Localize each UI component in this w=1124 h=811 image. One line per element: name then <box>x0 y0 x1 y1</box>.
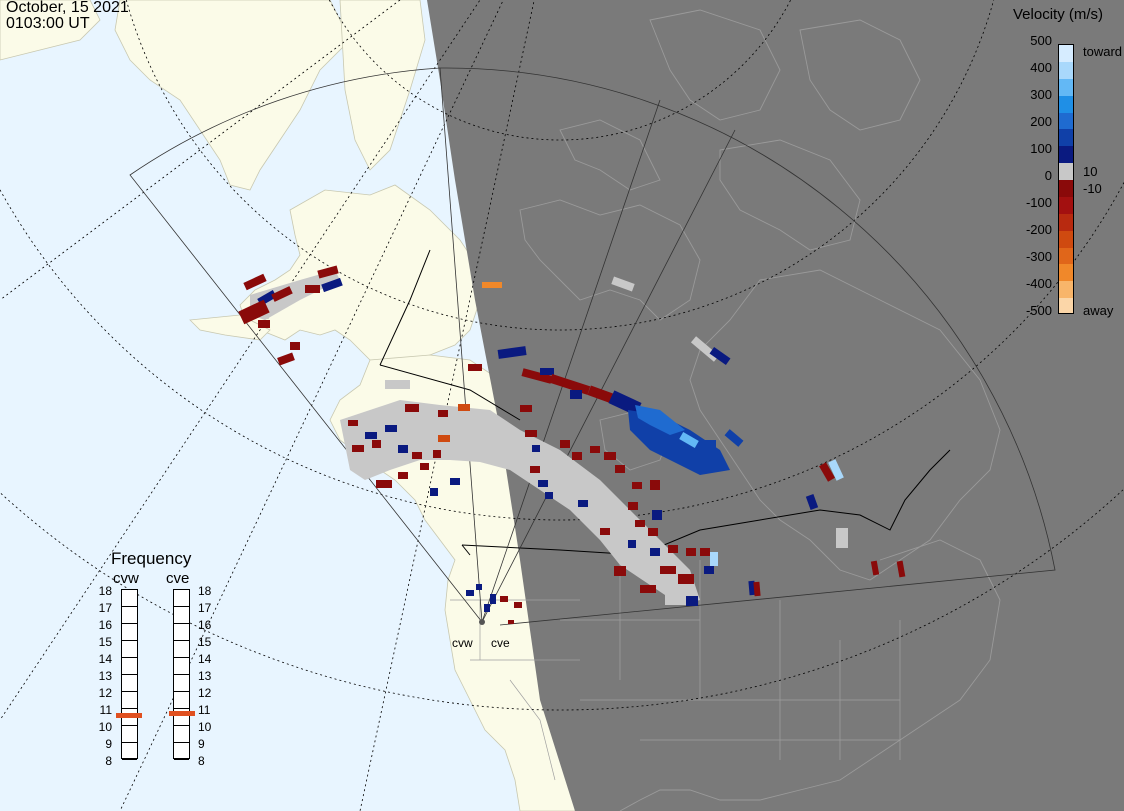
colorbar-segment <box>1059 45 1073 63</box>
frequency-cell <box>174 658 189 675</box>
date-text: October, 15 2021 <box>6 0 129 16</box>
frequency-cell <box>122 590 137 607</box>
frequency-cell <box>174 590 189 607</box>
frequency-scale-label-left: 18 <box>98 584 112 598</box>
colorbar-segment <box>1059 61 1073 80</box>
frequency-scale-label-left: 13 <box>98 669 112 683</box>
frequency-scale-label-left: 12 <box>98 686 112 700</box>
frequency-cell <box>122 641 137 658</box>
radar-site-marker <box>479 619 485 625</box>
velocity-cells <box>238 265 906 624</box>
frequency-scale-label-right: 9 <box>198 737 205 751</box>
velocity-tick-label: 500 <box>1030 33 1052 48</box>
frequency-scale-label-left: 15 <box>98 635 112 649</box>
colorbar-segment <box>1059 95 1073 114</box>
radar-label-cvw: cvw <box>452 636 473 650</box>
colorbar-segment <box>1059 213 1073 232</box>
ground-scatter <box>250 270 848 605</box>
frequency-column-cve <box>173 589 190 760</box>
colorbar-segment <box>1059 230 1073 249</box>
field-of-view <box>129 67 1056 626</box>
velocity-tick-label: 0 <box>1044 168 1052 183</box>
threshold-pos-label: 10 <box>1083 164 1098 179</box>
frequency-scale-label-left: 14 <box>98 652 112 666</box>
frequency-cell <box>122 692 137 709</box>
colorbar-segment <box>1059 180 1073 198</box>
colorbar-segment <box>1059 146 1073 165</box>
velocity-tick-label: 200 <box>1030 114 1052 129</box>
frequency-scale-label-left: 10 <box>98 720 112 734</box>
night-coastlines <box>519 9 1001 811</box>
frequency-marker-cve <box>169 711 195 717</box>
frequency-cell <box>122 743 137 760</box>
frequency-scale-label-right: 18 <box>198 584 212 598</box>
frequency-cell <box>174 641 189 658</box>
frequency-scale-label-right: 10 <box>198 720 212 734</box>
frequency-cell <box>122 709 137 726</box>
frequency-scale-label-left: 9 <box>105 737 112 751</box>
frequency-cell <box>122 607 137 624</box>
away-label: away <box>1083 303 1114 318</box>
frequency-cell <box>174 624 189 641</box>
frequency-marker-cvw <box>116 712 142 718</box>
frequency-scale-label-left: 11 <box>99 703 112 717</box>
velocity-colorbar <box>1058 44 1074 314</box>
colorbar-segment <box>1059 78 1073 97</box>
frequency-scale-label-right: 16 <box>198 618 212 632</box>
colorbar-segment <box>1059 129 1073 148</box>
night-side <box>427 0 1124 811</box>
frequency-cell <box>174 709 189 726</box>
frequency-radar-name-cve: cve <box>166 570 190 587</box>
radar-label-cve: cve <box>491 636 510 650</box>
frequency-cell <box>122 675 137 692</box>
frequency-cell <box>122 624 137 641</box>
frequency-column-cvw <box>121 589 138 760</box>
frequency-scale-label-right: 8 <box>198 754 205 768</box>
frequency-scale-label-left: 17 <box>98 601 112 615</box>
frequency-title: Frequency <box>111 549 192 568</box>
colorbar-segment <box>1059 112 1073 131</box>
velocity-tick-label: 100 <box>1030 141 1052 156</box>
frequency-scale-label-left: 8 <box>105 754 112 768</box>
colorbar-segment <box>1059 163 1073 181</box>
frequency-scale-label-right: 15 <box>198 635 212 649</box>
frequency-radar-name-cvw: cvw <box>113 570 139 587</box>
frequency-cell <box>122 658 137 675</box>
velocity-tick-label: 300 <box>1030 87 1052 102</box>
colorbar-segment <box>1059 281 1073 300</box>
velocity-tick-label: -400 <box>1025 276 1052 291</box>
threshold-neg-label: -10 <box>1083 181 1102 196</box>
frequency-scale-label-right: 13 <box>198 669 212 683</box>
timestamp: October, 15 2021 0103:00 UT <box>6 0 129 32</box>
colorbar-segment <box>1059 298 1073 313</box>
frequency-scale-label-right: 11 <box>198 703 211 717</box>
frequency-cell <box>174 607 189 624</box>
frequency-cell <box>174 726 189 743</box>
velocity-tick-label: -100 <box>1025 195 1052 210</box>
frequency-cell <box>122 726 137 743</box>
frequency-cell <box>174 692 189 709</box>
frequency-cell <box>174 675 189 692</box>
frequency-scale-label-right: 17 <box>198 601 212 615</box>
velocity-tick-label: -200 <box>1025 222 1052 237</box>
time-text: 0103:00 UT <box>6 15 90 32</box>
velocity-tick-label: 400 <box>1030 60 1052 75</box>
frequency-cell <box>174 743 189 760</box>
velocity-tick-label: -500 <box>1025 303 1052 318</box>
frequency-scale-label-right: 14 <box>198 652 212 666</box>
colorbar-segment <box>1059 196 1073 215</box>
toward-label: toward <box>1083 44 1123 59</box>
frequency-scale-label-left: 16 <box>98 618 112 632</box>
velocity-tick-label: -300 <box>1025 249 1052 264</box>
frequency-scale-label-right: 12 <box>198 686 212 700</box>
colorbar-segment <box>1059 247 1073 266</box>
colorbar-segment <box>1059 264 1073 283</box>
velocity-legend-title: Velocity (m/s) <box>1013 6 1104 23</box>
